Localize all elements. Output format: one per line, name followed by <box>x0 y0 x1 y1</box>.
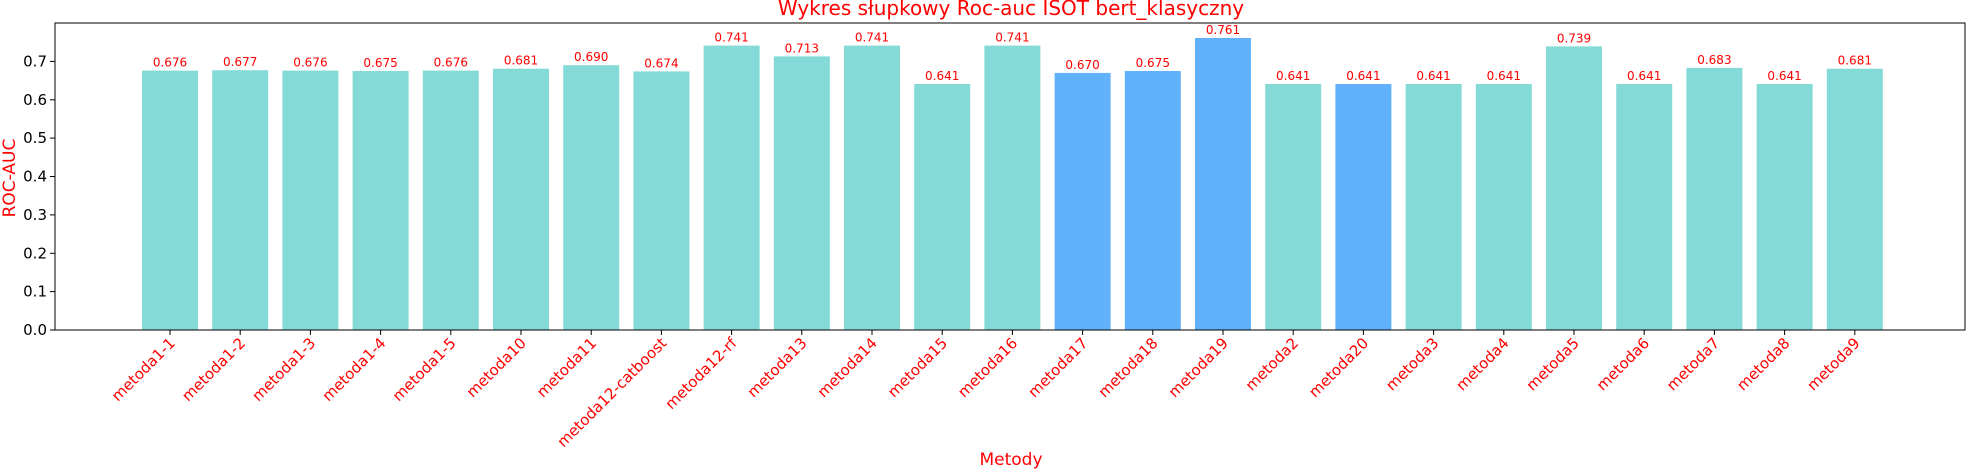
bar-metoda12-catboost <box>633 71 690 331</box>
y-tick-label: 0.4 <box>23 168 47 186</box>
x-tick-label: metoda16 <box>954 334 1021 401</box>
x-axis-label: Metody <box>979 450 1042 470</box>
x-tick-label: metoda1-5 <box>389 334 460 405</box>
x-tick-label: metoda6 <box>1593 334 1653 394</box>
bar-value-label: 0.713 <box>785 41 819 55</box>
bar-metoda19 <box>1195 38 1251 330</box>
bar-value-label: 0.641 <box>1487 69 1521 83</box>
x-tick-label: metoda7 <box>1663 334 1723 394</box>
x-tick-label: metoda11 <box>533 334 600 401</box>
bar-value-label: 0.739 <box>1557 31 1591 45</box>
y-tick-label: 0.2 <box>23 244 47 262</box>
x-tick-label: metoda12-rf <box>662 334 741 413</box>
y-tick-label: 0.7 <box>23 52 47 70</box>
bar-metoda18 <box>1124 71 1181 330</box>
x-tick-label: metoda20 <box>1305 334 1372 401</box>
bar-metoda15 <box>914 84 971 330</box>
bar-metoda1-1 <box>142 70 198 330</box>
x-tick-label: metoda5 <box>1523 334 1583 394</box>
bar-value-label: 0.641 <box>1276 69 1310 83</box>
bar-metoda1-5 <box>422 70 479 330</box>
bar-value-label: 0.670 <box>1065 58 1099 72</box>
bar-value-label: 0.641 <box>1416 69 1450 83</box>
plot-area: 0.676 metoda1-1 0.677 metoda1-2 0.676 metoda1… <box>23 22 1966 451</box>
bar-metoda16 <box>984 45 1041 330</box>
bar-metoda20 <box>1335 84 1392 330</box>
x-tick-label: metoda13 <box>744 334 811 401</box>
bar-metoda17 <box>1054 72 1111 331</box>
x-tick-label: metoda1-2 <box>178 334 249 405</box>
bar-value-label: 0.681 <box>1838 54 1872 68</box>
bar-value-label: 0.675 <box>363 56 397 70</box>
chart-title: Wykres słupkowy Roc-auc ISOT bert_klasyc… <box>778 0 1244 20</box>
bar-value-label: 0.641 <box>1627 69 1661 83</box>
bar-value-label: 0.676 <box>434 56 468 70</box>
x-tick-label: metoda10 <box>463 334 530 401</box>
bar-metoda7 <box>1686 67 1743 331</box>
bar-metoda6 <box>1616 84 1673 330</box>
bar-metoda2 <box>1265 84 1322 330</box>
bar-metoda1-4 <box>352 71 409 330</box>
bar-value-label: 0.741 <box>855 31 889 45</box>
bar-metoda10 <box>493 68 549 330</box>
x-tick-label: metoda17 <box>1024 334 1091 401</box>
bar-value-label: 0.641 <box>1346 69 1380 83</box>
x-tick-label: metoda1-1 <box>108 334 179 405</box>
bar-metoda1-3 <box>282 70 339 330</box>
bar-metoda5 <box>1546 46 1602 331</box>
bar-value-label: 0.641 <box>1767 69 1801 83</box>
bar-value-label: 0.676 <box>293 56 327 70</box>
x-tick-label: metoda8 <box>1733 334 1793 394</box>
axes-frame <box>54 22 1966 331</box>
x-tick-label: metoda2 <box>1242 334 1302 394</box>
x-tick-label: metoda1-4 <box>319 334 390 405</box>
bar-value-label: 0.675 <box>1136 56 1170 70</box>
bar-metoda9 <box>1826 68 1883 330</box>
bar-value-label: 0.741 <box>995 31 1029 45</box>
bar-value-label: 0.741 <box>714 31 748 45</box>
bar-metoda4 <box>1475 84 1532 330</box>
x-tick-label: metoda14 <box>814 334 881 401</box>
bar-metoda8 <box>1756 84 1813 330</box>
y-tick-label: 0.1 <box>23 283 47 301</box>
x-tick-label: metoda9 <box>1803 334 1863 394</box>
bar-value-label: 0.690 <box>574 50 608 64</box>
bar-metoda13 <box>773 56 830 331</box>
x-tick-label: metoda15 <box>884 334 951 401</box>
bar-value-label: 0.681 <box>504 54 538 68</box>
x-tick-label: metoda1-3 <box>248 334 319 405</box>
bar-value-label: 0.761 <box>1206 23 1240 37</box>
y-tick-label: 0.0 <box>23 321 47 339</box>
bar-value-label: 0.683 <box>1697 53 1731 67</box>
y-axis-label: ROC-AUC <box>0 139 20 218</box>
y-tick-label: 0.3 <box>23 206 47 224</box>
x-tick-label: metoda18 <box>1095 334 1162 401</box>
y-tick-label: 0.6 <box>23 91 47 109</box>
bar-metoda12-rf <box>703 45 760 330</box>
bar-metoda14 <box>844 45 900 330</box>
bar-value-label: 0.677 <box>223 55 257 69</box>
bar-value-label: 0.641 <box>925 69 959 83</box>
bar-metoda11 <box>563 65 620 330</box>
bar-metoda3 <box>1405 84 1462 330</box>
bar-value-label: 0.676 <box>153 56 187 70</box>
bar-value-label: 0.674 <box>644 56 678 70</box>
x-tick-label: metoda19 <box>1165 334 1232 401</box>
y-tick-label: 0.5 <box>23 129 47 147</box>
x-tick-label: metoda3 <box>1382 334 1442 394</box>
x-tick-label: metoda4 <box>1452 334 1512 394</box>
bar-metoda1-2 <box>212 70 269 330</box>
